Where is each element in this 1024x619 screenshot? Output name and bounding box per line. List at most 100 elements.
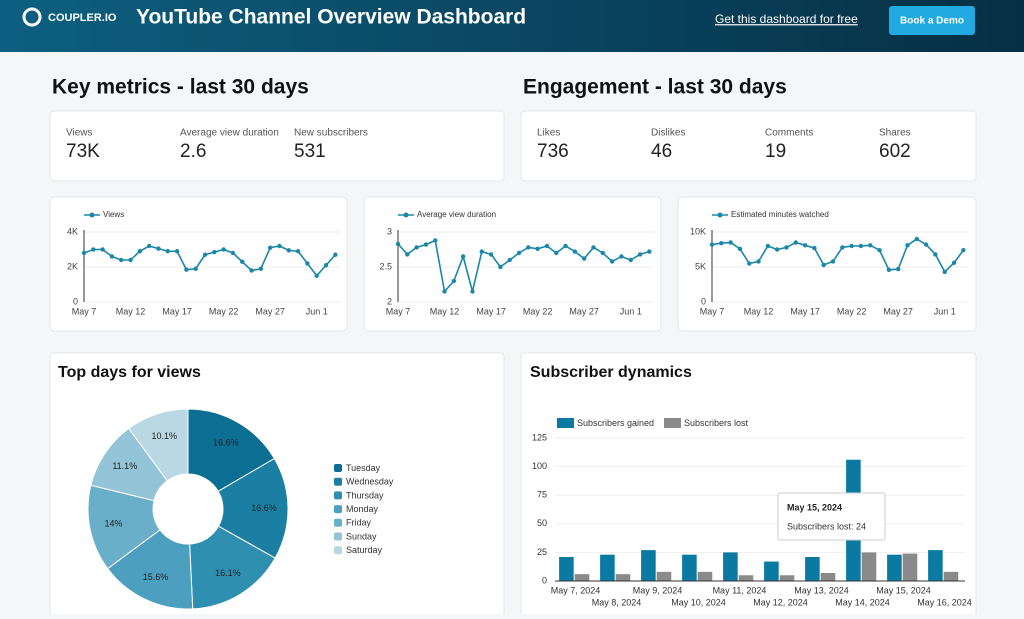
point — [516, 250, 522, 256]
legend-label: Estimated minutes watched — [731, 210, 829, 219]
legend-swatch — [334, 518, 342, 527]
x-tick-label: May 7 — [700, 306, 725, 316]
x-tick-label: Jun 1 — [306, 306, 328, 316]
card — [49, 110, 505, 182]
point — [479, 249, 484, 254]
bar — [820, 572, 836, 581]
point — [619, 254, 624, 259]
point — [914, 236, 919, 242]
x-tick-label: May 7 — [72, 306, 97, 316]
bar — [682, 554, 697, 581]
bar — [805, 556, 820, 581]
series-line — [711, 238, 964, 274]
point — [737, 246, 743, 251]
point — [951, 260, 957, 265]
metric-label: Average view duration — [180, 128, 279, 139]
legend-dot — [403, 212, 409, 218]
demo-button[interactable] — [889, 6, 975, 35]
logo-icon — [22, 7, 42, 27]
bar — [861, 552, 877, 581]
x-tick-label: May 12 — [116, 306, 146, 316]
point — [961, 248, 966, 253]
section-title: Engagement - last 30 days — [523, 76, 787, 99]
point — [747, 261, 752, 266]
point — [709, 242, 715, 247]
point — [719, 241, 724, 246]
y-tick-label: 3 — [387, 226, 392, 236]
point — [277, 243, 282, 249]
bar — [738, 575, 754, 581]
point — [535, 246, 540, 251]
point — [933, 252, 938, 257]
point — [100, 247, 105, 252]
point — [128, 257, 133, 263]
x-tick-label: May 17 — [162, 306, 192, 316]
pie-slice — [189, 525, 276, 610]
x-tick-label: May 11, 2024 — [713, 585, 767, 595]
legend-label: Subscribers gained — [577, 418, 654, 428]
legend-label: Saturday — [346, 545, 383, 555]
point — [333, 252, 338, 257]
legend-swatch — [664, 418, 681, 428]
chart-title: Subscriber dynamics — [530, 364, 692, 381]
point — [802, 243, 808, 248]
point — [109, 254, 115, 259]
slice-label: 10.1% — [152, 431, 178, 441]
point — [886, 267, 892, 272]
point — [868, 243, 873, 248]
x-tick-label: May 17 — [476, 306, 506, 316]
bar — [559, 556, 574, 581]
point — [323, 263, 329, 268]
point — [830, 259, 836, 264]
point — [442, 289, 447, 294]
legend-label: Tuesday — [346, 463, 381, 473]
demo-button-label[interactable]: Book a Demo — [900, 16, 964, 27]
point — [137, 249, 143, 254]
tooltip-text: Subscribers lost: 24 — [787, 521, 866, 531]
x-tick-label: May 8, 2024 — [592, 597, 642, 607]
header-bar — [0, 0, 1024, 52]
x-tick-label: May 27 — [255, 306, 285, 316]
point — [212, 249, 217, 255]
series-line — [397, 239, 650, 294]
metric-label: Likes — [537, 128, 560, 139]
point — [267, 245, 273, 250]
point — [812, 245, 817, 251]
x-tick-label: May 17 — [790, 306, 820, 316]
slice-label: 11.1% — [112, 461, 137, 471]
point — [433, 238, 438, 243]
metric-value: 46 — [651, 141, 672, 162]
point — [221, 247, 226, 252]
legend-label: Monday — [346, 504, 379, 514]
metric-label: Shares — [879, 128, 911, 139]
y-tick-label: 5K — [695, 261, 706, 271]
x-tick-label: May 14, 2024 — [835, 597, 890, 607]
point — [609, 259, 615, 264]
point — [784, 245, 789, 250]
pie-slice — [217, 457, 289, 559]
x-tick-label: May 22 — [523, 306, 553, 316]
point — [314, 273, 319, 278]
y-tick-label: 2.5 — [379, 261, 392, 271]
header-link[interactable]: Get this dashboard for free — [715, 12, 858, 26]
metric-value: 531 — [294, 141, 326, 162]
point — [507, 257, 512, 263]
point — [258, 266, 264, 271]
slice-label: 16.1% — [215, 568, 241, 578]
card — [363, 196, 662, 332]
x-tick-label: May 13, 2024 — [794, 585, 849, 595]
chart-title: Top days for views — [58, 364, 201, 381]
bar — [943, 571, 959, 581]
legend-swatch — [557, 418, 574, 428]
logo: COUPLER.IO — [48, 12, 117, 24]
legend-swatch — [334, 532, 342, 541]
point — [202, 252, 208, 257]
x-tick-label: Jun 1 — [620, 306, 642, 316]
legend-swatch — [334, 477, 342, 486]
point — [146, 243, 152, 249]
point — [240, 259, 245, 264]
bar — [600, 554, 615, 581]
legend-label: Subscribers lost — [684, 418, 749, 428]
x-tick-label: May 16, 2024 — [917, 597, 972, 607]
